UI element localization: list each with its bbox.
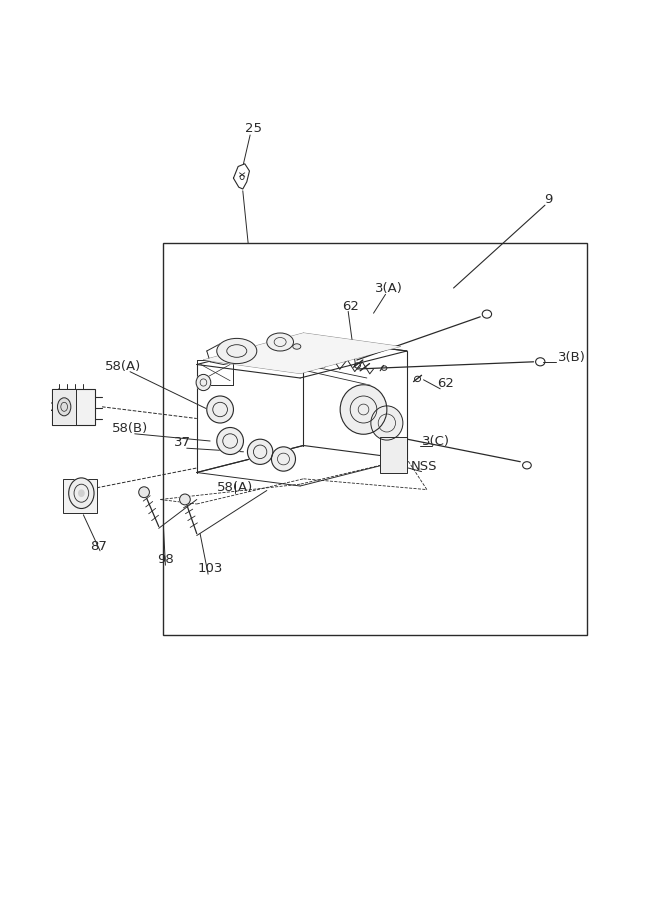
Text: 103: 103 — [197, 562, 223, 575]
Ellipse shape — [293, 344, 301, 349]
Polygon shape — [203, 333, 400, 374]
Text: 25: 25 — [245, 122, 262, 135]
Bar — [52, 389, 95, 425]
Text: 58(A): 58(A) — [217, 482, 253, 494]
Ellipse shape — [340, 385, 387, 435]
Ellipse shape — [217, 338, 257, 364]
Bar — [380, 436, 407, 472]
Ellipse shape — [139, 487, 149, 498]
Ellipse shape — [267, 333, 293, 351]
Text: 62: 62 — [437, 377, 454, 390]
Ellipse shape — [179, 494, 190, 505]
Bar — [63, 479, 97, 513]
Text: 22: 22 — [50, 401, 67, 414]
Ellipse shape — [271, 446, 295, 472]
Ellipse shape — [247, 439, 273, 464]
Ellipse shape — [217, 428, 243, 454]
Text: 9: 9 — [544, 194, 552, 206]
Text: 58(B): 58(B) — [112, 422, 148, 435]
Text: 62: 62 — [342, 300, 359, 312]
Text: 3(C): 3(C) — [422, 435, 450, 447]
Ellipse shape — [371, 406, 403, 440]
Ellipse shape — [57, 398, 71, 416]
Text: 37: 37 — [173, 436, 191, 449]
Text: 3(B): 3(B) — [558, 351, 586, 364]
Text: 98: 98 — [157, 554, 174, 566]
Ellipse shape — [79, 490, 84, 497]
Text: 87: 87 — [90, 540, 107, 553]
Ellipse shape — [207, 396, 233, 423]
Bar — [163, 243, 587, 634]
Ellipse shape — [69, 478, 94, 508]
Ellipse shape — [196, 374, 211, 391]
Text: NSS: NSS — [410, 460, 437, 473]
Text: 3(A): 3(A) — [375, 283, 403, 295]
Bar — [52, 389, 76, 425]
Bar — [380, 436, 407, 472]
Text: 58(A): 58(A) — [105, 360, 141, 373]
